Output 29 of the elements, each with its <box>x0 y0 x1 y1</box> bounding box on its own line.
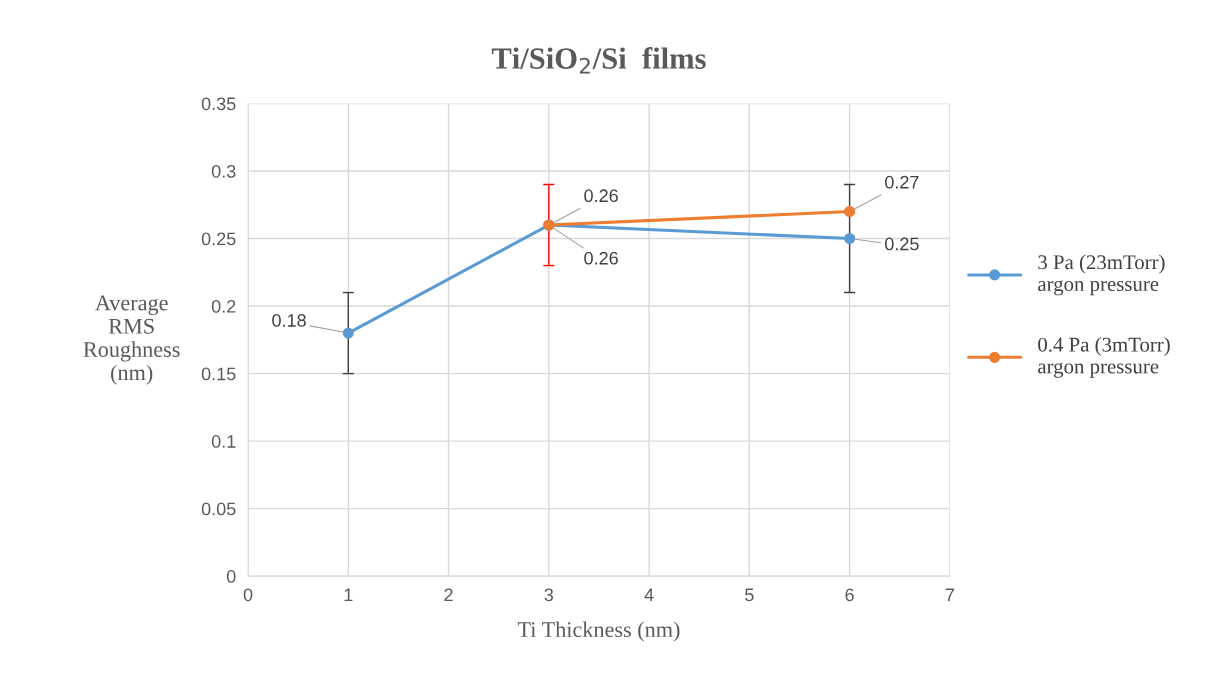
x-axis-title: Ti Thickness (nm) <box>517 621 680 642</box>
x-tick-label: 3 <box>544 588 554 602</box>
y-axis-title: Average RMS Roughness (nm) <box>83 295 180 385</box>
y-tick-label: 0.1 <box>211 435 236 448</box>
x-tick-label: 2 <box>444 588 453 602</box>
x-tick-label: 7 <box>945 588 954 602</box>
y-tick-label: 0.35 <box>201 97 236 111</box>
data-label: 0.27 <box>885 175 919 189</box>
y-tick-label: 0.2 <box>211 300 236 313</box>
point <box>844 205 856 218</box>
x-tick-label: 0 <box>243 588 253 602</box>
x-tick-label: 4 <box>644 588 654 602</box>
data-label: 0.18 <box>272 314 306 327</box>
y-tick-label: 0.25 <box>201 232 236 246</box>
point <box>844 232 856 245</box>
legend-label: 3 Pa (23mTorr) argon pressure <box>1038 254 1165 296</box>
legend-label: 0.4 Pa (3mTorr) argon pressure <box>1038 337 1170 378</box>
data-label: 0.26 <box>584 251 618 265</box>
data-label: 0.25 <box>885 237 919 251</box>
y-tick-label: 0 <box>226 570 236 583</box>
y-tick-label: 0.3 <box>211 164 236 178</box>
x-tick-label: 6 <box>845 588 854 602</box>
x-tick-label: 1 <box>344 588 353 602</box>
y-tick-label: 0.05 <box>201 502 236 516</box>
y-tick-label: 0.15 <box>201 367 236 381</box>
data-label: 0.26 <box>584 189 618 203</box>
chart-title: Ti/SiO$_{2}$/Si films <box>491 47 706 74</box>
point <box>342 327 354 339</box>
x-tick-label: 5 <box>745 588 754 602</box>
